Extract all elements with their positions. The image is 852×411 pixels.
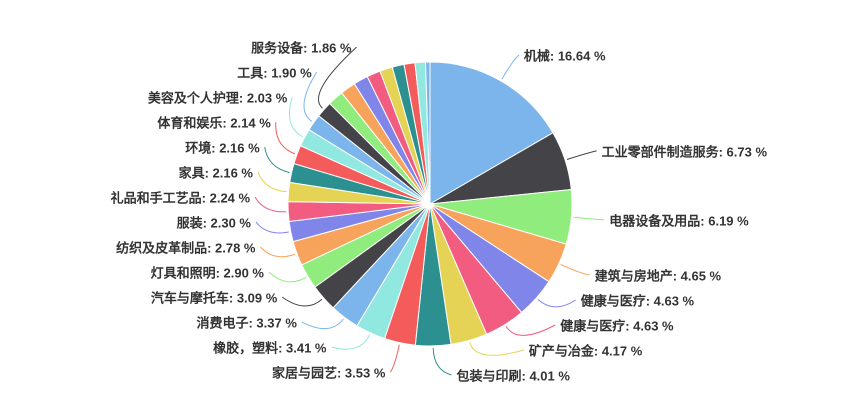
- label-connector: [566, 150, 597, 160]
- label-connector: [257, 171, 287, 193]
- slice-label: 家居与园艺: 3.53 %: [272, 366, 386, 381]
- slice-label: 家具: 2.16 %: [179, 166, 254, 181]
- label-connector: [301, 318, 344, 330]
- label-connector: [275, 122, 296, 155]
- slice-label: 建筑与房地产: 4.65 %: [595, 269, 722, 284]
- slice-label: 美容及个人护理: 2.03 %: [148, 91, 288, 106]
- slice-label: 包装与印刷: 4.01 %: [457, 369, 571, 384]
- slice-label: 体育和娱乐: 2.14 %: [157, 116, 271, 131]
- slice-label: 灯具和照明: 2.90 %: [151, 266, 265, 281]
- slice-label: 健康与医疗: 4.63 %: [560, 319, 674, 334]
- label-connector: [432, 347, 452, 376]
- slice-label: 工业零部件制造服务: 6.73 %: [602, 144, 768, 159]
- label-connector: [505, 324, 556, 336]
- slice-label: 工具: 1.90 %: [237, 66, 312, 81]
- slice-label: 礼品和手工艺品: 2.24 %: [111, 191, 251, 206]
- slice-label: 汽车与摩托车: 3.09 %: [151, 291, 278, 306]
- label-connector: [268, 271, 307, 283]
- label-connector: [469, 342, 525, 356]
- label-connector: [318, 46, 357, 109]
- slice-label: 机械: 16.64 %: [524, 49, 606, 64]
- label-connector: [264, 147, 290, 173]
- label-connector: [289, 96, 303, 138]
- label-connector: [537, 299, 576, 308]
- slice-label: 健康与医疗: 4.63 %: [581, 294, 695, 309]
- label-connector: [560, 263, 590, 276]
- pie-slice[interactable]: [424, 61, 431, 205]
- slice-label: 矿产与冶金: 4.17 %: [529, 344, 643, 359]
- label-connector: [255, 221, 289, 234]
- pie-slice[interactable]: [429, 61, 554, 205]
- slice-label: 环境: 2.16 %: [185, 141, 260, 156]
- slice-label: 橡胶，塑料: 3.41 %: [213, 341, 327, 356]
- label-connector: [331, 334, 371, 350]
- slice-label: 服装: 2.30 %: [177, 216, 252, 231]
- label-connector: [389, 344, 400, 373]
- label-connector: [303, 71, 318, 122]
- label-connector: [501, 54, 520, 80]
- slice-label: 消费电子: 3.37 %: [196, 316, 297, 331]
- slice-label: 电器设备及用品: 6.19 %: [609, 213, 749, 228]
- label-connector: [260, 246, 296, 258]
- slice-label: 纺织及皮革制品: 2.78 %: [116, 241, 256, 256]
- label-connector: [573, 216, 605, 221]
- label-connector: [254, 196, 287, 213]
- slice-label: 服务设备: 1.86 %: [251, 41, 352, 56]
- label-connector: [282, 296, 323, 307]
